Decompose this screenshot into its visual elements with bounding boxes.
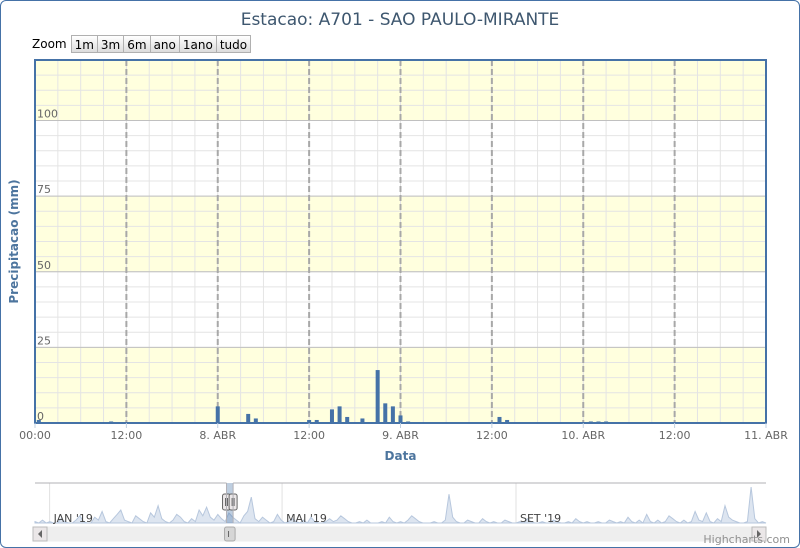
- scrollbar[interactable]: [32, 526, 767, 542]
- credits-text[interactable]: Highcharts.com: [703, 533, 790, 546]
- x-tick-label: 12:00: [659, 429, 691, 442]
- scrollbar-thumb-body: [224, 526, 236, 542]
- bar: [329, 409, 334, 423]
- x-tick-label: 10. ABR: [561, 429, 605, 442]
- bar: [505, 419, 510, 423]
- bar: [36, 419, 41, 423]
- y-axis-title: Precipitacao (mm): [7, 179, 21, 303]
- navigator-label: MAI '19: [286, 512, 327, 525]
- y-tick-label: 0: [37, 410, 44, 423]
- x-tick-label: 00:00: [19, 429, 51, 442]
- x-axis-title: Data: [385, 449, 417, 463]
- x-tick-label: 9. ABR: [382, 429, 419, 442]
- navigator-label: JAN '19: [53, 512, 93, 525]
- bar: [337, 406, 342, 423]
- bar: [307, 419, 312, 423]
- scrollbar-right-button[interactable]: [751, 526, 767, 542]
- navigator-series: [34, 486, 767, 524]
- chart-title: Estacao: A701 - SAO PAULO-MIRANTE: [240, 10, 560, 30]
- zoom-button-3m[interactable]: 3m: [96, 35, 125, 53]
- y-tick-label: 75: [37, 183, 51, 196]
- navigator-background: [35, 483, 766, 523]
- zoom-button-tudo[interactable]: tudo: [215, 35, 252, 53]
- bar: [253, 418, 258, 423]
- navigator-grid: [49, 483, 517, 523]
- arrow-right-icon: [757, 530, 761, 538]
- bar: [497, 416, 502, 423]
- bar: [246, 413, 251, 423]
- navigator[interactable]: JAN '19 MAI '19 SET '19: [34, 482, 767, 525]
- y-axis-ticks: 0 25 50 75 100: [37, 108, 58, 424]
- zoom-label: Zoom: [32, 37, 67, 51]
- bar: [314, 419, 319, 423]
- scrollbar-thumb[interactable]: [224, 526, 236, 542]
- bar: [375, 370, 380, 423]
- x-tick-label: 12:00: [476, 429, 508, 442]
- zoom-button-ano[interactable]: ano: [149, 35, 180, 53]
- bar: [390, 406, 395, 423]
- navigator-labels: JAN '19 MAI '19 SET '19: [53, 512, 562, 525]
- y-tick-label: 25: [37, 334, 51, 347]
- zoom-button-1ano[interactable]: 1ano: [178, 35, 217, 53]
- x-tick-label: 8. ABR: [199, 429, 236, 442]
- x-axis-ticks: 00:00 12:00 8. ABR 12:00 9. ABR 12:00 10. ABR 1…: [19, 423, 788, 442]
- scrollbar-left-button[interactable]: [32, 526, 48, 542]
- navigator-label: SET '19: [520, 512, 561, 525]
- x-tick-label: 12:00: [111, 429, 143, 442]
- bar: [345, 416, 350, 423]
- zoom-button-6m[interactable]: 6m: [123, 35, 151, 53]
- bar: [360, 418, 365, 423]
- y-tick-label: 100: [37, 108, 58, 121]
- scrollbar-track[interactable]: [34, 526, 767, 542]
- y-tick-label: 50: [37, 259, 51, 272]
- bar: [383, 403, 388, 423]
- zoom-bar: Zoom 1m 3m 6m ano 1ano tudo: [32, 34, 252, 54]
- x-tick-label: 12:00: [293, 429, 325, 442]
- bar: [215, 406, 220, 423]
- x-tick-label: 11. ABR: [744, 429, 788, 442]
- arrow-left-icon: [38, 530, 42, 538]
- bar: [398, 415, 403, 423]
